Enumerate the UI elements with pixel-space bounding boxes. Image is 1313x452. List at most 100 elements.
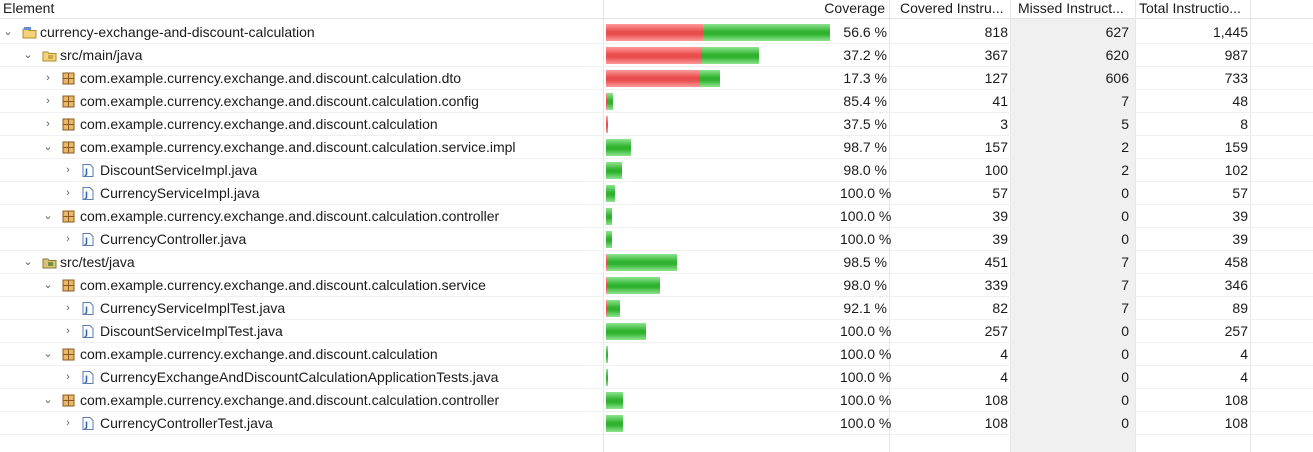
table-row[interactable]: › J CurrencyServiceImpl.java 100.0 % 57 0 57 bbox=[0, 182, 1313, 205]
package-icon bbox=[62, 141, 75, 154]
chevron-right-icon[interactable]: › bbox=[66, 371, 70, 383]
table-row[interactable]: › J CurrencyControllerTest.java 100.0 % 108 0… bbox=[0, 412, 1313, 435]
table-row[interactable]: › com.example.currency.exchange.and.disco… bbox=[0, 90, 1313, 113]
element-name: CurrencyController.java bbox=[100, 231, 247, 247]
total-instructions: 57 bbox=[1232, 185, 1248, 201]
missed-bar-segment bbox=[606, 116, 607, 133]
column-divider[interactable] bbox=[603, 0, 604, 452]
covered-bar-segment bbox=[607, 277, 660, 294]
table-row[interactable]: › J CurrencyExchangeAndDiscountCalculation… bbox=[0, 366, 1313, 389]
covered-bar-segment bbox=[607, 254, 677, 271]
total-instructions: 346 bbox=[1224, 277, 1248, 293]
coverage-bar bbox=[606, 70, 830, 87]
java-file-icon: J bbox=[82, 325, 95, 338]
chevron-right-icon[interactable]: › bbox=[46, 118, 50, 130]
chevron-right-icon[interactable]: › bbox=[66, 233, 70, 245]
coverage-bar bbox=[606, 162, 830, 179]
chevron-down-icon[interactable]: ⌄ bbox=[43, 141, 53, 153]
column-header-element[interactable]: Element bbox=[3, 0, 55, 16]
total-instructions: 39 bbox=[1232, 231, 1248, 247]
chevron-down-icon[interactable]: ⌄ bbox=[43, 348, 53, 360]
covered-instructions: 157 bbox=[984, 139, 1008, 155]
element-name: src/main/java bbox=[60, 47, 143, 63]
svg-text:J: J bbox=[84, 237, 88, 246]
column-divider[interactable] bbox=[1010, 0, 1011, 452]
coverage-percent: 100.0 % bbox=[840, 323, 892, 339]
missed-instructions: 0 bbox=[1121, 208, 1129, 224]
table-row[interactable]: › J CurrencyController.java 100.0 % 39 0 39 bbox=[0, 228, 1313, 251]
coverage-percent: 85.4 % bbox=[843, 93, 887, 109]
coverage-percent: 100.0 % bbox=[840, 208, 892, 224]
covered-instructions: 3 bbox=[1000, 116, 1008, 132]
chevron-right-icon[interactable]: › bbox=[66, 302, 70, 314]
coverage-percent: 37.2 % bbox=[843, 47, 887, 63]
missed-bar-segment bbox=[606, 47, 702, 64]
coverage-percent: 98.5 % bbox=[843, 254, 887, 270]
chevron-down-icon[interactable]: ⌄ bbox=[43, 394, 53, 406]
coverage-bar bbox=[606, 93, 830, 110]
covered-bar-segment bbox=[606, 185, 615, 202]
column-divider[interactable] bbox=[889, 0, 890, 452]
coverage-bar bbox=[606, 277, 830, 294]
table-row[interactable]: › J DiscountServiceImpl.java 98.0 % 100 2 102 bbox=[0, 159, 1313, 182]
covered-bar-segment bbox=[606, 369, 608, 386]
chevron-right-icon[interactable]: › bbox=[66, 417, 70, 429]
element-name: DiscountServiceImpl.java bbox=[100, 162, 258, 178]
table-row[interactable]: ⌄ currency-exchange-and-discount-calculat… bbox=[0, 21, 1313, 44]
covered-bar-segment bbox=[607, 300, 620, 317]
coverage-bar bbox=[606, 208, 830, 225]
column-divider[interactable] bbox=[1250, 0, 1251, 452]
table-row[interactable]: › com.example.currency.exchange.and.disco… bbox=[0, 113, 1313, 136]
missed-instructions: 0 bbox=[1121, 392, 1129, 408]
column-header-covered[interactable]: Covered Instru... bbox=[900, 0, 1004, 16]
table-row[interactable]: ⌄ com.example.currency.exchange.and.disco… bbox=[0, 389, 1313, 412]
project-icon bbox=[22, 26, 37, 39]
covered-bar-segment bbox=[606, 139, 631, 156]
chevron-right-icon[interactable]: › bbox=[66, 187, 70, 199]
missed-instructions: 0 bbox=[1121, 369, 1129, 385]
chevron-down-icon[interactable]: ⌄ bbox=[3, 26, 13, 38]
java-file-icon: J bbox=[82, 233, 95, 246]
covered-bar-segment bbox=[606, 162, 622, 179]
chevron-down-icon[interactable]: ⌄ bbox=[23, 256, 33, 268]
missed-instructions: 606 bbox=[1105, 70, 1129, 86]
column-header-missed[interactable]: Missed Instruct... bbox=[1018, 0, 1124, 16]
chevron-down-icon[interactable]: ⌄ bbox=[43, 210, 53, 222]
element-name: com.example.currency.exchange.and.discou… bbox=[80, 346, 438, 362]
element-name: DiscountServiceImplTest.java bbox=[100, 323, 283, 339]
table-row[interactable]: ⌄ com.example.currency.exchange.and.disco… bbox=[0, 343, 1313, 366]
table-body: ⌄ currency-exchange-and-discount-calculat… bbox=[0, 21, 1313, 435]
element-name: com.example.currency.exchange.and.discou… bbox=[80, 139, 516, 155]
chevron-right-icon[interactable]: › bbox=[66, 164, 70, 176]
table-row[interactable]: ⌄ com.example.currency.exchange.and.disco… bbox=[0, 136, 1313, 159]
chevron-down-icon[interactable]: ⌄ bbox=[43, 279, 53, 291]
chevron-down-icon[interactable]: ⌄ bbox=[23, 49, 33, 61]
table-row[interactable]: › J DiscountServiceImplTest.java 100.0 % 257… bbox=[0, 320, 1313, 343]
package-icon bbox=[62, 95, 75, 108]
java-file-icon: J bbox=[82, 302, 95, 315]
table-row[interactable]: ⌄ src/main/java 37.2 % 367 620 987 bbox=[0, 44, 1313, 67]
column-header-coverage[interactable]: Coverage bbox=[824, 0, 885, 16]
chevron-right-icon[interactable]: › bbox=[66, 325, 70, 337]
package-icon bbox=[62, 118, 75, 131]
svg-text:J: J bbox=[84, 329, 88, 338]
column-header-total[interactable]: Total Instructio... bbox=[1139, 0, 1241, 16]
covered-instructions: 367 bbox=[984, 47, 1008, 63]
covered-instructions: 82 bbox=[992, 300, 1008, 316]
covered-bar-segment bbox=[606, 392, 623, 409]
covered-bar-segment bbox=[607, 93, 613, 110]
covered-instructions: 57 bbox=[992, 185, 1008, 201]
coverage-bar bbox=[606, 139, 830, 156]
covered-bar-segment bbox=[606, 415, 623, 432]
chevron-right-icon[interactable]: › bbox=[46, 72, 50, 84]
chevron-right-icon[interactable]: › bbox=[46, 95, 50, 107]
table-row[interactable]: ⌄ src/test/java 98.5 % 451 7 458 bbox=[0, 251, 1313, 274]
table-row[interactable]: › com.example.currency.exchange.and.disco… bbox=[0, 67, 1313, 90]
table-row[interactable]: › J CurrencyServiceImplTest.java 92.1 % 82 7 8… bbox=[0, 297, 1313, 320]
table-row[interactable]: ⌄ com.example.currency.exchange.and.disco… bbox=[0, 274, 1313, 297]
total-instructions: 4 bbox=[1240, 369, 1248, 385]
coverage-percent: 100.0 % bbox=[840, 346, 892, 362]
table-row[interactable]: ⌄ com.example.currency.exchange.and.disco… bbox=[0, 205, 1313, 228]
column-divider[interactable] bbox=[1135, 0, 1136, 452]
svg-text:J: J bbox=[84, 168, 88, 177]
